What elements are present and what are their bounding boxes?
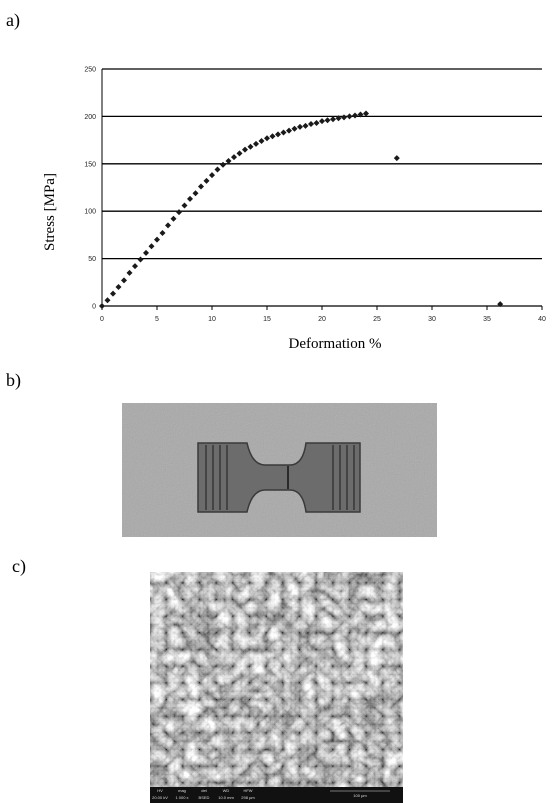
data-point xyxy=(198,183,204,190)
databar-value: 298 µm xyxy=(241,795,255,800)
databar-label: HFW xyxy=(243,788,252,793)
databar-value: 10.0 mm xyxy=(218,795,234,800)
data-point xyxy=(181,202,188,209)
data-point xyxy=(137,256,144,263)
data-point xyxy=(313,120,320,127)
data-point xyxy=(231,154,237,161)
data-point xyxy=(280,129,287,136)
sem-scale: 100 µm xyxy=(353,793,367,798)
y-tick-label: 50 xyxy=(88,256,96,263)
databar-value: 1 000 x xyxy=(175,795,188,800)
data-point xyxy=(209,172,215,179)
data-point xyxy=(214,166,221,173)
x-tick-label: 5 xyxy=(155,316,159,323)
data-point xyxy=(324,117,331,124)
y-tick-label: 100 xyxy=(84,209,96,216)
data-point xyxy=(225,157,232,164)
x-axis-label: Deformation % xyxy=(289,336,382,352)
panel-label: c) xyxy=(12,556,26,577)
data-point xyxy=(187,195,193,202)
data-point xyxy=(242,146,248,153)
panel-label: a) xyxy=(6,10,20,31)
data-point xyxy=(335,115,342,122)
data-point xyxy=(330,116,336,123)
data-point xyxy=(346,113,353,120)
data-point xyxy=(319,118,325,125)
panel-label: b) xyxy=(6,370,21,391)
data-point xyxy=(148,243,155,250)
data-point xyxy=(269,133,276,140)
y-tick-label: 0 xyxy=(92,304,96,311)
x-tick-label: 10 xyxy=(208,316,216,323)
plot-area: 0 50 100 150 200 250 0 5 10 15 20 25 30 35 40 xyxy=(84,67,546,324)
databar-label: HV xyxy=(157,788,163,793)
data-point xyxy=(165,222,171,229)
data-point xyxy=(126,269,133,276)
data-point xyxy=(302,122,309,129)
data-point xyxy=(104,297,111,304)
data-point xyxy=(236,150,243,157)
data-point xyxy=(297,123,303,130)
y-axis-label: Stress [MPa] xyxy=(42,173,58,251)
x-tick-label: 0 xyxy=(100,316,104,323)
specimen-photo xyxy=(122,403,437,537)
data-point xyxy=(264,135,270,142)
x-tick-label: 30 xyxy=(428,316,436,323)
data-point xyxy=(220,161,226,168)
databar-value: 20.00 kV xyxy=(152,795,168,800)
data-point xyxy=(308,120,314,127)
x-tick-label: 35 xyxy=(483,316,491,323)
y-tick-label: 150 xyxy=(84,161,96,168)
x-tick-label: 25 xyxy=(373,316,381,323)
data-point xyxy=(275,131,281,138)
data-point xyxy=(253,140,259,147)
data-point xyxy=(143,249,149,256)
data-point xyxy=(497,301,504,308)
sem-image: HV 20.00 kV mag 1 000 x det BSED WD 10.0 mm HFW 2… xyxy=(150,572,403,803)
x-tick-label: 20 xyxy=(318,316,326,323)
data-point xyxy=(176,209,182,216)
data-point xyxy=(192,190,199,197)
databar-label: WD xyxy=(223,788,230,793)
data-point xyxy=(121,277,127,284)
data-point xyxy=(352,112,358,119)
x-tick-label: 15 xyxy=(263,316,271,323)
data-point xyxy=(203,177,210,184)
data-point xyxy=(258,138,265,145)
data-point xyxy=(341,114,347,121)
databar-value: BSED xyxy=(199,795,210,800)
x-tick-label: 40 xyxy=(538,316,546,323)
data-point xyxy=(159,230,166,237)
data-point xyxy=(286,127,292,134)
data-point xyxy=(154,236,160,243)
y-tick-label: 250 xyxy=(84,67,96,74)
databar-label: det xyxy=(201,788,207,793)
data-point xyxy=(115,284,122,291)
data-point xyxy=(132,263,138,270)
data-point xyxy=(357,111,364,118)
y-tick-label: 200 xyxy=(84,114,96,121)
data-point xyxy=(99,303,105,309)
data-point xyxy=(110,290,116,297)
data-point xyxy=(363,110,369,117)
data-point xyxy=(170,215,177,222)
data-point xyxy=(291,125,298,132)
data-point xyxy=(247,143,254,150)
data-point xyxy=(393,155,400,162)
databar-label: mag xyxy=(178,788,186,793)
